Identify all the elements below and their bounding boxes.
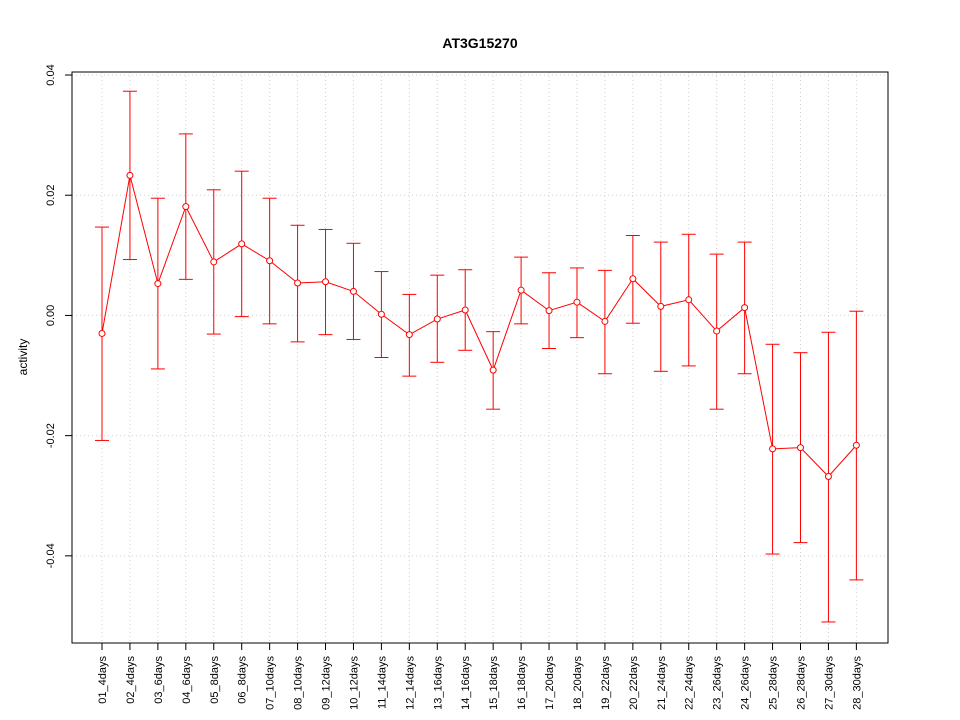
data-point [154,280,162,288]
x-tick-label: 22_24days [684,656,696,710]
y-tick-label: 0.00 [45,305,57,326]
data-point [294,279,302,287]
y-axis-label: activity [16,339,30,376]
data-point [377,310,385,318]
data-point [741,304,749,312]
x-tick-label: 23_26days [712,656,724,710]
series-lines [101,175,857,478]
x-tick-label: 16_18days [516,656,528,710]
x-tick-label: 15_18days [488,656,500,710]
data-point [266,257,274,265]
x-tick-label: 21_24days [656,656,668,710]
x-tick-label: 28_30days [851,656,863,710]
data-point [405,331,413,339]
x-tick-label: 12_14days [404,656,416,710]
data-point [852,441,860,449]
x-tick-label: 03_6days [153,656,165,704]
x-tick-label: 20_22days [628,656,640,710]
data-point [349,287,357,295]
y-axis: -0.04 -0.02 0.00 0.02 0.04 [45,64,72,568]
series-line [101,175,857,478]
data-point [824,473,832,481]
x-tick-label: 17_20days [544,656,556,710]
grid [72,72,888,643]
y-tick-label: 0.02 [45,185,57,206]
data-point [685,296,693,304]
y-tick-label: 0.04 [45,64,57,85]
y-tick-label: -0.04 [45,543,57,568]
x-tick-label: 19_22days [600,656,612,710]
data-point [238,240,246,248]
data-point [126,171,134,179]
x-tick-label: 09_12days [321,656,333,710]
x-tick-label: 08_10days [293,656,305,710]
data-point [210,258,218,266]
plot-frame [71,71,889,644]
data-point [322,278,330,286]
x-tick-label: 11_14days [376,656,388,710]
x-tick-label: 05_8days [209,656,221,704]
x-tick-label: 02_4days [125,656,137,704]
data-point [545,307,553,315]
x-tick-label: 18_20days [572,656,584,710]
data-points [98,171,860,481]
data-point [182,203,190,211]
data-point [601,317,609,325]
y-tick-label: -0.02 [45,423,57,448]
data-point [433,315,441,323]
data-point [797,444,804,452]
data-point [629,275,637,283]
x-tick-label: 25_28days [768,656,780,710]
x-tick-label: 10_12days [348,656,360,710]
data-point [769,445,777,453]
x-tick-label: 01_4days [97,656,109,704]
data-point [713,327,721,335]
x-tick-label: 06_8days [237,656,249,704]
data-point [657,302,665,310]
data-point [517,286,525,294]
x-axis: 01_4days 02_4days 03_6days 04_6days 05_8days… [97,643,863,710]
data-point [573,298,581,306]
x-tick-label: 26_28days [796,656,808,710]
x-tick-label: 27_30days [823,656,835,710]
x-tick-label: 13_16days [432,656,444,710]
data-point [98,329,106,337]
x-tick-label: 24_26days [740,656,752,710]
chart-title: AT3G15270 [442,35,517,51]
data-point [489,366,497,374]
error-bars [95,90,864,623]
data-point [461,306,469,314]
x-tick-label: 07_10days [265,656,277,710]
x-tick-label: 14_16days [460,656,472,710]
x-tick-label: 04_6days [181,656,193,704]
